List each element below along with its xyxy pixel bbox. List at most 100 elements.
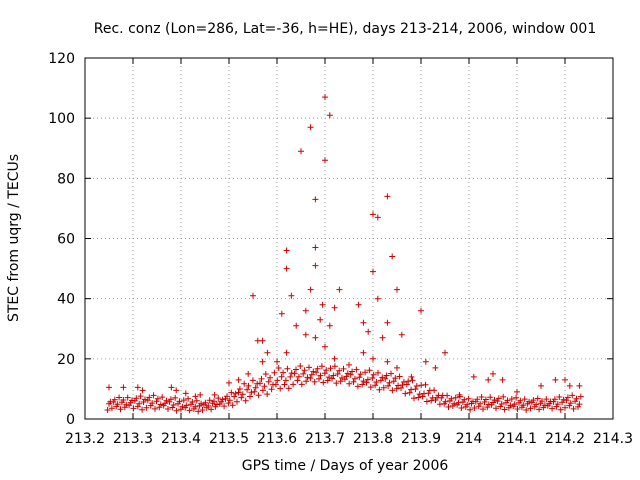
data-point	[360, 378, 367, 385]
data-point	[189, 399, 196, 405]
data-point	[527, 405, 534, 412]
data-point	[422, 358, 429, 365]
data-point	[284, 365, 291, 372]
data-point	[499, 376, 506, 383]
data-point	[504, 397, 511, 404]
data-point	[370, 268, 376, 275]
x-tick-label: 213.8	[353, 431, 393, 447]
data-point	[290, 381, 297, 388]
data-point	[157, 401, 164, 408]
data-point	[336, 367, 343, 374]
data-point	[255, 392, 262, 399]
data-point	[258, 375, 265, 382]
data-point	[353, 366, 360, 373]
data-points	[104, 94, 584, 415]
data-point	[120, 384, 127, 391]
data-point	[408, 373, 415, 380]
data-point	[354, 383, 361, 390]
data-point	[108, 405, 115, 412]
data-point	[301, 367, 308, 374]
data-point	[398, 331, 405, 338]
data-point	[149, 400, 156, 407]
data-point	[411, 395, 417, 402]
data-point	[179, 403, 186, 410]
data-point	[229, 402, 236, 409]
data-point	[271, 369, 278, 376]
data-point	[319, 301, 326, 308]
data-point	[334, 371, 341, 377]
data-point	[311, 378, 318, 385]
data-point	[180, 397, 187, 404]
data-point	[385, 382, 392, 389]
data-point	[250, 292, 256, 299]
y-tick-label: 60	[57, 232, 75, 248]
data-point	[406, 389, 413, 396]
data-point	[205, 402, 212, 409]
y-tick-label: 100	[48, 111, 75, 127]
data-point	[329, 375, 335, 382]
data-point	[185, 395, 192, 402]
data-point	[136, 400, 143, 407]
data-point	[264, 391, 271, 398]
axis-ticks: 0 20 40 60 80 100 120 213.2 213.3 213.4 213.5 213.6…	[48, 51, 633, 447]
data-point	[307, 286, 314, 293]
data-point	[104, 407, 111, 413]
data-point	[285, 385, 292, 392]
data-point	[562, 376, 568, 383]
data-point	[111, 396, 118, 403]
data-point	[264, 349, 271, 356]
data-point	[455, 399, 462, 406]
x-tick-label: 213.4	[161, 431, 201, 447]
x-tick-label: 213.3	[113, 431, 153, 447]
x-tick-label: 214	[456, 431, 483, 447]
data-point	[124, 394, 131, 401]
data-point	[355, 301, 362, 308]
data-point	[211, 398, 217, 405]
data-point	[168, 384, 175, 391]
data-point	[283, 349, 290, 356]
data-point	[423, 398, 430, 405]
data-point	[370, 371, 377, 378]
data-point	[366, 367, 373, 374]
data-point	[402, 390, 409, 397]
data-point	[369, 375, 376, 381]
data-point	[215, 395, 222, 402]
data-point	[192, 403, 199, 410]
data-point	[346, 361, 352, 368]
data-point	[364, 376, 371, 383]
data-point	[564, 394, 571, 401]
data-point	[418, 307, 424, 314]
data-point	[362, 369, 369, 376]
data-point	[339, 374, 345, 381]
data-point	[300, 370, 307, 377]
data-point	[379, 334, 386, 341]
data-point	[259, 337, 266, 344]
data-point	[272, 381, 279, 388]
data-point	[432, 364, 439, 371]
data-point	[386, 379, 393, 386]
data-point	[572, 398, 579, 405]
data-point	[458, 405, 465, 411]
data-point	[283, 247, 290, 254]
data-point	[116, 394, 123, 401]
data-point	[474, 396, 481, 403]
data-point	[304, 374, 311, 381]
data-point	[303, 378, 310, 385]
data-point	[567, 400, 574, 407]
data-point	[247, 393, 253, 400]
data-point	[356, 374, 363, 381]
data-point	[372, 382, 379, 389]
data-point	[249, 377, 256, 384]
data-point	[383, 372, 390, 379]
data-point	[211, 391, 218, 398]
data-point	[173, 387, 180, 394]
x-tick-label: 213.6	[257, 431, 297, 447]
data-point	[566, 382, 573, 389]
data-point	[173, 407, 180, 414]
data-point	[573, 395, 580, 402]
data-point	[569, 392, 576, 399]
data-point	[448, 395, 455, 402]
data-point	[302, 331, 309, 338]
data-point	[257, 380, 263, 387]
data-point	[376, 386, 383, 393]
